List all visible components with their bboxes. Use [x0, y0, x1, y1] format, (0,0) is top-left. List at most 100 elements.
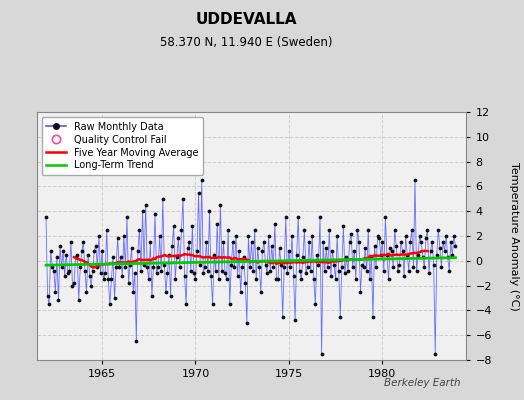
Point	[112, 264, 121, 270]
Point	[224, 226, 232, 233]
Point	[333, 233, 341, 239]
Point	[60, 272, 69, 279]
Point	[428, 239, 436, 246]
Point	[341, 270, 349, 276]
Point	[419, 254, 427, 260]
Point	[321, 268, 329, 274]
Point	[171, 276, 179, 282]
Point	[193, 248, 201, 254]
Point	[235, 248, 243, 254]
Point	[292, 252, 301, 258]
Point	[358, 261, 366, 268]
Point	[145, 276, 153, 282]
Point	[209, 301, 217, 308]
Point	[222, 276, 231, 282]
Point	[190, 270, 198, 276]
Point	[398, 248, 407, 254]
Point	[43, 292, 52, 299]
Point	[278, 314, 287, 320]
Point	[177, 226, 185, 233]
Point	[228, 239, 237, 246]
Point	[390, 226, 399, 233]
Point	[336, 314, 344, 320]
Point	[325, 226, 334, 233]
Point	[109, 254, 117, 260]
Point	[345, 239, 354, 246]
Point	[58, 264, 66, 270]
Point	[187, 268, 195, 274]
Point	[79, 239, 88, 246]
Point	[366, 276, 374, 282]
Point	[205, 208, 214, 214]
Point	[96, 270, 105, 276]
Point	[183, 245, 192, 252]
Point	[375, 235, 384, 242]
Point	[169, 223, 178, 229]
Point	[359, 264, 368, 270]
Point	[435, 245, 444, 252]
Point	[319, 239, 328, 246]
Point	[280, 264, 288, 270]
Point	[294, 214, 302, 221]
Point	[370, 243, 379, 249]
Point	[433, 252, 441, 258]
Point	[408, 226, 416, 233]
Point	[90, 248, 99, 254]
Point	[141, 202, 150, 208]
Point	[318, 350, 326, 357]
Point	[377, 252, 385, 258]
Point	[157, 268, 166, 274]
Point	[361, 245, 369, 252]
Point	[130, 270, 139, 276]
Point	[65, 268, 73, 274]
Point	[246, 264, 254, 270]
Point	[369, 314, 377, 320]
Point	[238, 264, 246, 270]
Point	[269, 264, 278, 270]
Point	[423, 226, 432, 233]
Point	[152, 270, 161, 276]
Point	[353, 226, 362, 233]
Point	[179, 196, 187, 202]
Point	[84, 252, 92, 258]
Point	[363, 268, 371, 274]
Point	[56, 243, 64, 249]
Point	[445, 268, 453, 274]
Point	[378, 239, 387, 246]
Point	[330, 261, 338, 268]
Point	[352, 276, 360, 282]
Point	[260, 239, 268, 246]
Point	[425, 270, 433, 276]
Point	[87, 282, 95, 289]
Point	[387, 248, 396, 254]
Point	[74, 297, 83, 304]
Point	[95, 233, 103, 239]
Point	[220, 239, 228, 246]
Point	[348, 264, 357, 270]
Point	[299, 254, 307, 260]
Point	[303, 264, 312, 270]
Point	[355, 239, 363, 246]
Point	[384, 276, 392, 282]
Point	[151, 210, 159, 217]
Point	[406, 239, 414, 246]
Legend: Raw Monthly Data, Quality Control Fail, Five Year Moving Average, Long-Term Tren: Raw Monthly Data, Quality Control Fail, …	[41, 117, 203, 175]
Point	[411, 177, 419, 183]
Point	[265, 233, 273, 239]
Point	[199, 270, 208, 276]
Point	[386, 245, 394, 252]
Point	[71, 254, 80, 260]
Point	[111, 295, 119, 301]
Point	[233, 272, 242, 279]
Point	[401, 233, 410, 239]
Point	[180, 272, 189, 279]
Point	[364, 226, 373, 233]
Point	[420, 264, 429, 270]
Point	[143, 264, 151, 270]
Point	[159, 196, 167, 202]
Point	[263, 270, 271, 276]
Point	[261, 261, 270, 268]
Point	[322, 245, 331, 252]
Point	[440, 248, 449, 254]
Point	[307, 268, 315, 274]
